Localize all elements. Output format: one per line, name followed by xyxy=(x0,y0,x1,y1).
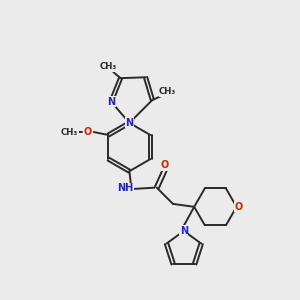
Text: CH₃: CH₃ xyxy=(159,87,176,96)
Text: N: N xyxy=(180,226,188,236)
Text: O: O xyxy=(161,160,169,170)
Text: CH₃: CH₃ xyxy=(61,128,78,136)
Text: O: O xyxy=(83,127,92,137)
Text: NH: NH xyxy=(117,183,134,193)
Text: CH₃: CH₃ xyxy=(100,62,117,71)
Text: N: N xyxy=(107,97,115,107)
Text: N: N xyxy=(125,118,134,128)
Text: O: O xyxy=(235,202,243,212)
